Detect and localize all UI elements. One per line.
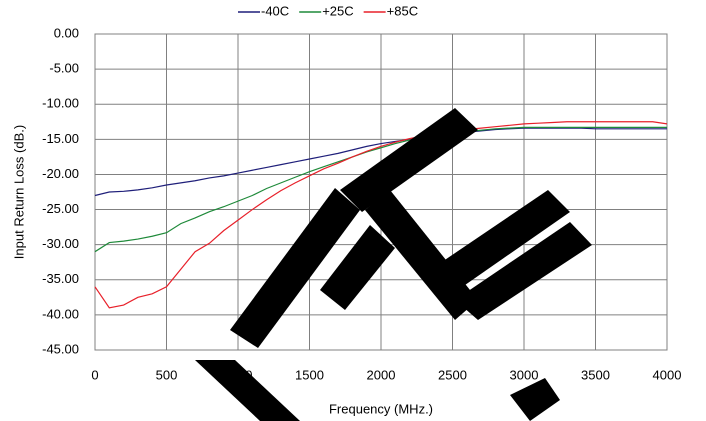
y-tick-label: -5.00 [49,61,79,76]
x-tick-label: 0 [91,367,98,382]
plot: 0.00 -5.00 -10.00 -15.00 -20.00 -25.00 -30.00 -… [42,25,681,382]
legend-label: +85C [387,3,418,18]
x-tick-label: 500 [156,367,178,382]
x-tick-label: 3000 [510,367,539,382]
y-tick-label: -40.00 [42,306,79,321]
watermark [195,108,592,421]
y-tick-label: 0.00 [54,25,79,40]
y-tick-label: -20.00 [42,166,79,181]
y-tick-label: -35.00 [42,271,79,286]
y-tick-label: -10.00 [42,96,79,111]
x-tick-label: 2000 [367,367,396,382]
y-tick-label: -25.00 [42,201,79,216]
y-tick-label: -15.00 [42,131,79,146]
x-axis-label: Frequency (MHz.) [329,401,433,416]
legend: -40C +25C +85C [238,3,418,18]
line [94,121,668,309]
x-tick-label: 4000 [653,367,682,382]
y-tick-label: -45.00 [42,341,79,356]
y-axis-label: Input Return Loss (dB.) [11,125,26,259]
x-tick-label: 2500 [438,367,467,382]
y-tick-label: -30.00 [42,236,79,251]
x-tick-label: 1500 [295,367,324,382]
legend-label: -40C [261,3,289,18]
legend-label: +25C [322,3,353,18]
x-tick-label: 3500 [581,367,610,382]
line [94,126,667,253]
line [94,127,667,197]
